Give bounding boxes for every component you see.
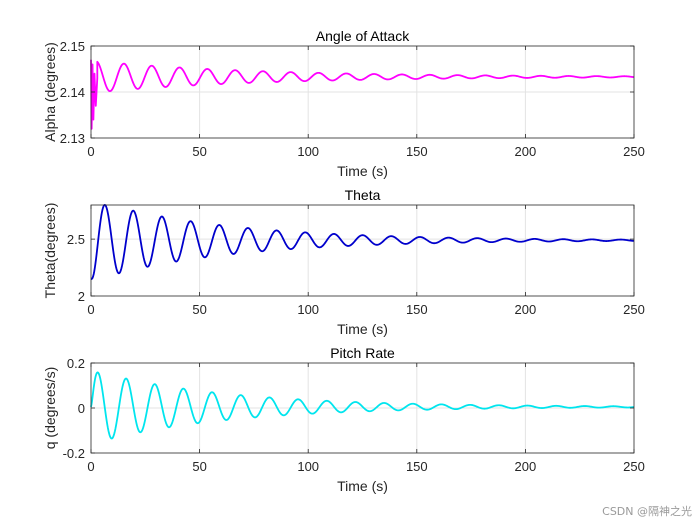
chart-2-xtick-label-0: 0 xyxy=(87,302,94,317)
chart-1-ytick-label-0: 2.13 xyxy=(60,131,85,146)
chart-3-xtick-label-2: 100 xyxy=(297,459,319,474)
chart-2-xlabel: Time (s) xyxy=(337,321,388,337)
chart-3-ytick-label-1: 0 xyxy=(78,401,85,416)
chart-3-xtick-label-1: 50 xyxy=(192,459,206,474)
chart-1-xlabel: Time (s) xyxy=(337,163,388,179)
chart-1-xtick-label-2: 100 xyxy=(297,144,319,159)
chart-3-ylabel: q (degrees/s) xyxy=(42,367,58,449)
chart-1-ytick-label-2: 2.15 xyxy=(60,39,85,54)
chart-2-series-line xyxy=(90,203,635,280)
chart-2-ylabel: Theta(degrees) xyxy=(42,203,58,299)
chart-1-xtick-label-1: 50 xyxy=(192,144,206,159)
chart-2-xtick-label-4: 200 xyxy=(515,302,537,317)
chart-2-xtick-label-1: 50 xyxy=(192,302,206,317)
chart-3-series-line xyxy=(90,371,635,440)
chart-1-xtick-label-5: 250 xyxy=(623,144,645,159)
chart-2-xtick-label-2: 100 xyxy=(297,302,319,317)
chart-3-ytick-label-0: -0.2 xyxy=(63,446,85,461)
chart-1-ytick-label-1: 2.14 xyxy=(60,85,85,100)
chart-3-xtick-label-0: 0 xyxy=(87,459,94,474)
chart-1-xtick-label-4: 200 xyxy=(515,144,537,159)
watermark: CSDN @隔神之光 xyxy=(602,505,692,518)
chart-1-xtick-label-0: 0 xyxy=(87,144,94,159)
chart-3-xtick-label-3: 150 xyxy=(406,459,428,474)
chart-2-ytick-label-1: 2.5 xyxy=(67,232,85,247)
chart-3-xtick-label-5: 250 xyxy=(623,459,645,474)
chart-2-title: Theta xyxy=(345,187,381,203)
chart-2-plot-area xyxy=(91,205,634,296)
chart-2-xtick-label-5: 250 xyxy=(623,302,645,317)
chart-1-ylabel: Alpha (degrees) xyxy=(42,42,58,142)
chart-3-xlabel: Time (s) xyxy=(337,478,388,494)
chart-3-title: Pitch Rate xyxy=(330,345,395,361)
chart-1-xtick-label-3: 150 xyxy=(406,144,428,159)
chart-2-xtick-label-3: 150 xyxy=(406,302,428,317)
chart-1-series-line xyxy=(90,59,635,130)
chart-3-ytick-label-2: 0.2 xyxy=(67,356,85,371)
chart-3-xtick-label-4: 200 xyxy=(515,459,537,474)
chart-2-ytick-label-0: 2 xyxy=(78,289,85,304)
chart-1-title: Angle of Attack xyxy=(316,28,410,44)
chart-2-axes-box xyxy=(90,204,635,297)
